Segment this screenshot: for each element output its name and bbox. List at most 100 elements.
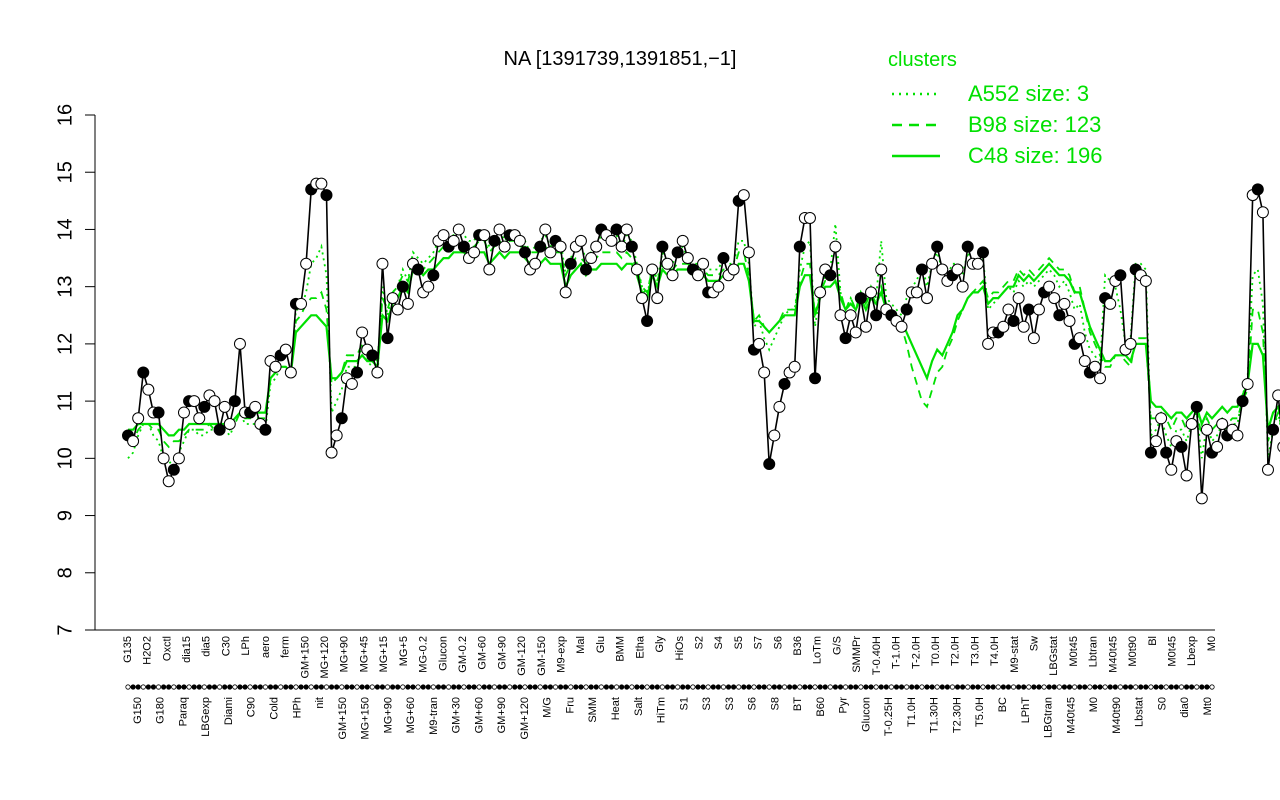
data-point [1272, 389, 1280, 402]
sample-marker [771, 684, 777, 690]
data-point [188, 395, 201, 408]
data-point [1150, 435, 1163, 448]
data-point [666, 269, 679, 282]
sample-marker [848, 684, 854, 690]
sample-marker [827, 684, 833, 690]
x-tick-label-bottom: T1.0H [906, 697, 918, 727]
data-point [412, 263, 425, 276]
sample-marker [288, 684, 294, 690]
sample-marker [909, 684, 915, 690]
data-point [1053, 309, 1066, 322]
data-point [849, 326, 862, 339]
data-point [468, 246, 481, 259]
sample-marker [150, 684, 157, 690]
sample-marker [578, 684, 584, 690]
sample-marker [700, 684, 706, 690]
sample-marker [339, 684, 345, 690]
cluster-series-line [128, 250, 1280, 437]
sample-marker [1000, 684, 1006, 690]
data-point [630, 263, 643, 276]
x-tick-label-bottom: M9-tran [428, 697, 440, 735]
data-point [295, 297, 308, 310]
sample-marker [395, 684, 401, 690]
x-tick-label-bottom: G180 [155, 697, 167, 724]
data-point [676, 234, 689, 247]
sample-marker [135, 684, 141, 690]
sample-marker [990, 684, 996, 690]
data-point [773, 400, 786, 413]
sample-marker [379, 684, 386, 690]
data-point [127, 435, 140, 448]
sample-marker [242, 684, 248, 690]
x-tick-label-bottom: nit [314, 697, 326, 709]
data-point [900, 303, 913, 316]
sample-marker [211, 684, 218, 690]
sample-marker [980, 684, 986, 690]
data-point [1124, 337, 1137, 350]
data-point [1027, 332, 1040, 345]
sample-marker [196, 684, 202, 690]
x-tick-label-top: T2.0H [950, 636, 962, 666]
data-point [269, 360, 282, 373]
sample-marker [1031, 684, 1037, 690]
x-tick-label-bottom: T-0.25H [883, 697, 895, 736]
data-point [1073, 332, 1086, 345]
sample-marker [512, 684, 518, 690]
sample-marker [705, 684, 711, 690]
sample-marker [1087, 684, 1093, 690]
data-point [997, 320, 1010, 333]
data-point [641, 315, 654, 327]
data-point [585, 252, 598, 265]
sample-marker [456, 684, 462, 690]
sample-marker [573, 684, 579, 690]
sample-marker [430, 684, 436, 690]
sample-marker [1061, 684, 1068, 690]
sample-marker [731, 684, 737, 690]
data-point [213, 423, 226, 436]
sample-marker [695, 684, 701, 690]
x-tick-label-bottom: GM+90 [496, 697, 508, 733]
data-point [671, 246, 684, 259]
data-point [137, 366, 150, 379]
sample-marker [476, 684, 482, 690]
x-tick-label-top: Oxctl [161, 636, 173, 661]
x-tick-label-bottom: Glucon [860, 697, 872, 732]
data-point [910, 286, 923, 299]
sample-marker [975, 684, 981, 690]
sample-marker [995, 684, 1001, 690]
data-point [1231, 429, 1244, 442]
x-tick-label-top: S6 [772, 636, 784, 649]
sample-marker [970, 684, 976, 690]
x-tick-label-top: T-0.40H [871, 636, 883, 675]
data-point [915, 263, 928, 276]
x-tick-label-bottom: HPh [291, 697, 303, 718]
data-point [936, 263, 949, 276]
sample-marker [217, 684, 223, 690]
data-point [518, 246, 531, 259]
x-tick-label-bottom: S3 [724, 697, 736, 710]
y-tick-label: 9 [54, 510, 76, 521]
sample-marker [1143, 684, 1149, 690]
sample-marker [792, 684, 798, 690]
sample-marker [863, 684, 869, 690]
data-point [167, 463, 180, 476]
sample-marker [1036, 684, 1042, 690]
x-tick-label-bottom: GM+150 [337, 697, 349, 740]
data-point [1241, 377, 1254, 390]
sample-marker [568, 684, 574, 690]
sample-marker [440, 684, 447, 690]
data-point [1236, 395, 1249, 408]
sample-marker [619, 684, 625, 690]
sample-marker [598, 684, 604, 690]
data-point [982, 337, 995, 350]
data-point [697, 257, 710, 270]
sample-marker [725, 684, 732, 690]
x-tick-label-bottom: S6 [747, 697, 759, 710]
x-tick-label-top: M9-stat [1009, 636, 1021, 673]
sample-marker [736, 684, 742, 690]
sample-marker [710, 684, 716, 690]
data-point [325, 446, 338, 459]
x-tick-label-top: Etha [634, 635, 646, 659]
sample-marker [720, 684, 727, 690]
sample-marker [547, 684, 554, 690]
